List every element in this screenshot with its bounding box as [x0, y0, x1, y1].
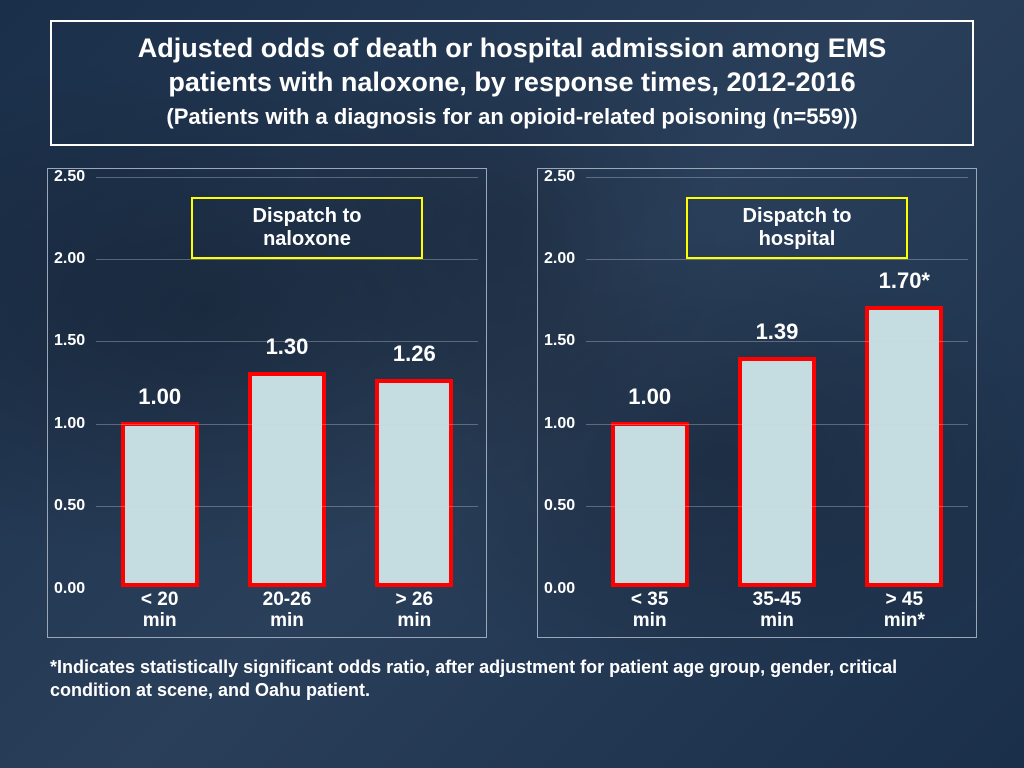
bar — [121, 422, 199, 587]
xtick-label: 35-45min — [722, 589, 832, 633]
bar-value-label: 1.00 — [138, 384, 181, 410]
title-subtitle: (Patients with a diagnosis for an opioid… — [82, 104, 942, 130]
plot-area: Dispatch to naloxone 1.00 1.30 1.26 — [96, 177, 478, 587]
gridline — [96, 259, 478, 260]
legend-naloxone: Dispatch to naloxone — [191, 197, 423, 259]
title-line-1: Adjusted odds of death or hospital admis… — [82, 32, 942, 66]
chart-panel-hospital: Dispatch to hospital 1.001.391.70* < 35m… — [537, 168, 977, 638]
xtick-label: > 26min — [359, 589, 469, 633]
gridline — [586, 506, 968, 507]
xtick-label: 20-26min — [232, 589, 342, 633]
bar-wrap: 1.00 — [120, 177, 200, 587]
ytick-label: 2.00 — [544, 250, 584, 268]
xtick-label: < 35min — [595, 589, 705, 633]
charts-row: Dispatch to naloxone 1.00 1.30 1.26 < 20mi… — [30, 168, 994, 638]
chart-panel-naloxone: Dispatch to naloxone 1.00 1.30 1.26 < 20mi… — [47, 168, 487, 638]
ytick-label: 0.50 — [54, 497, 94, 515]
bar-wrap: 1.00 — [610, 177, 690, 587]
gridline — [586, 424, 968, 425]
ytick-label: 1.00 — [544, 415, 584, 433]
bar-value-label: 1.00 — [628, 384, 671, 410]
gridline — [96, 506, 478, 507]
plot-area: Dispatch to hospital 1.001.391.70* — [586, 177, 968, 587]
xtick-label: > 45min* — [849, 589, 959, 633]
bar-value-label: 1.70* — [879, 268, 930, 294]
ytick-label: 2.00 — [54, 250, 94, 268]
gridline — [586, 259, 968, 260]
gridline — [96, 177, 478, 178]
ytick-label: 0.00 — [544, 580, 584, 598]
title-box: Adjusted odds of death or hospital admis… — [50, 20, 974, 146]
bar-value-label: 1.30 — [266, 334, 309, 360]
ytick-label: 0.50 — [544, 497, 584, 515]
legend-hospital: Dispatch to hospital — [686, 197, 908, 259]
title-line-2: patients with naloxone, by response time… — [82, 66, 942, 100]
footnote: *Indicates statistically significant odd… — [30, 656, 994, 703]
bar — [865, 306, 943, 586]
bar-value-label: 1.26 — [393, 341, 436, 367]
xtick-label: < 20min — [105, 589, 215, 633]
gridline — [586, 341, 968, 342]
ytick-label: 1.50 — [54, 332, 94, 350]
bar — [248, 372, 326, 586]
bar — [375, 379, 453, 587]
bar — [611, 422, 689, 587]
ytick-label: 1.00 — [54, 415, 94, 433]
ytick-label: 2.50 — [54, 168, 94, 186]
ytick-label: 2.50 — [544, 168, 584, 186]
gridline — [96, 341, 478, 342]
gridline — [586, 177, 968, 178]
gridline — [96, 424, 478, 425]
ytick-label: 1.50 — [544, 332, 584, 350]
ytick-label: 0.00 — [54, 580, 94, 598]
bar — [738, 357, 816, 586]
